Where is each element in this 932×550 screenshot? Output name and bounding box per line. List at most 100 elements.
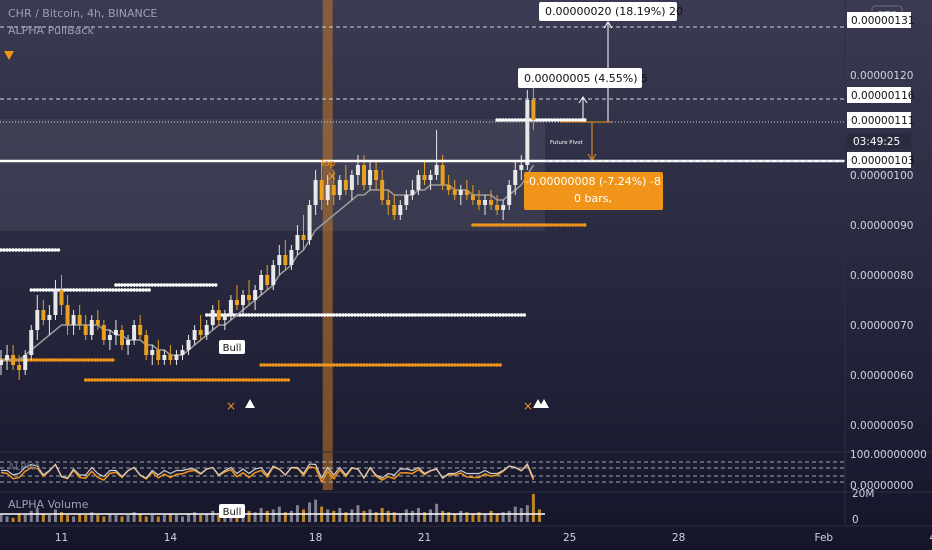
- candle[interactable]: [289, 250, 294, 265]
- candle[interactable]: [470, 195, 475, 200]
- candle[interactable]: [77, 315, 82, 325]
- candle[interactable]: [458, 190, 463, 195]
- candle[interactable]: [349, 175, 354, 190]
- candle[interactable]: [150, 350, 155, 355]
- candle[interactable]: [386, 200, 391, 205]
- candle[interactable]: [507, 185, 512, 205]
- candle[interactable]: [446, 185, 451, 190]
- time-axis[interactable]: 111418212528Feb48: [0, 525, 932, 544]
- candle[interactable]: [331, 185, 336, 195]
- candle[interactable]: [11, 355, 16, 365]
- level-dot: [507, 223, 511, 227]
- level-dot: [35, 288, 39, 292]
- candle[interactable]: [192, 330, 197, 340]
- candle[interactable]: [35, 310, 40, 330]
- candle[interactable]: [234, 300, 239, 305]
- candle[interactable]: [301, 235, 306, 240]
- candle[interactable]: [452, 190, 457, 195]
- candle[interactable]: [113, 330, 118, 335]
- candle[interactable]: [343, 180, 348, 190]
- volume-bar: [132, 512, 136, 522]
- candle[interactable]: [71, 315, 76, 325]
- candle[interactable]: [180, 350, 185, 355]
- candle[interactable]: [162, 355, 167, 360]
- price-axis[interactable]: 0.00000050 0.00000060 0.00000070 0.00000080…: [844, 0, 927, 526]
- candle[interactable]: [29, 330, 34, 355]
- candle[interactable]: [204, 325, 209, 335]
- candle[interactable]: [23, 355, 28, 370]
- candle[interactable]: [5, 355, 10, 360]
- candle[interactable]: [0, 360, 3, 365]
- candle[interactable]: [126, 340, 131, 345]
- candle[interactable]: [17, 365, 22, 370]
- candle[interactable]: [107, 335, 112, 340]
- candle[interactable]: [186, 340, 191, 350]
- candle[interactable]: [355, 165, 360, 175]
- candle[interactable]: [501, 205, 506, 210]
- candle[interactable]: [65, 305, 70, 325]
- candle[interactable]: [47, 315, 52, 320]
- candle[interactable]: [416, 175, 421, 190]
- candle[interactable]: [168, 355, 173, 360]
- candle[interactable]: [138, 325, 143, 335]
- volume-bar: [344, 512, 348, 522]
- candle[interactable]: [489, 200, 494, 205]
- candle[interactable]: [464, 190, 469, 195]
- candle[interactable]: [228, 300, 233, 315]
- candle[interactable]: [374, 170, 379, 180]
- candle[interactable]: [325, 185, 330, 200]
- candle[interactable]: [319, 180, 324, 200]
- candle[interactable]: [410, 190, 415, 195]
- candle[interactable]: [440, 165, 445, 185]
- candle[interactable]: [41, 310, 46, 320]
- candle[interactable]: [265, 275, 270, 285]
- candle[interactable]: [434, 165, 439, 175]
- candle[interactable]: [531, 100, 536, 120]
- candle[interactable]: [95, 320, 100, 325]
- candle[interactable]: [368, 170, 373, 185]
- candle[interactable]: [83, 325, 88, 335]
- candle[interactable]: [362, 165, 366, 185]
- candle[interactable]: [89, 320, 94, 335]
- candle[interactable]: [241, 295, 245, 305]
- candle[interactable]: [483, 200, 487, 205]
- candle[interactable]: [253, 290, 258, 300]
- candle[interactable]: [307, 205, 312, 240]
- candle[interactable]: [210, 310, 215, 325]
- candle[interactable]: [259, 275, 264, 290]
- level-dot: [383, 363, 387, 367]
- candle[interactable]: [392, 205, 397, 215]
- candle[interactable]: [247, 295, 252, 300]
- candle[interactable]: [380, 180, 385, 200]
- candle[interactable]: [120, 330, 124, 345]
- candle[interactable]: [313, 180, 318, 205]
- candle[interactable]: [53, 290, 58, 315]
- candle[interactable]: [519, 165, 524, 170]
- candle[interactable]: [174, 355, 179, 360]
- level-dot: [365, 363, 369, 367]
- candle[interactable]: [398, 205, 403, 215]
- candle[interactable]: [337, 180, 342, 195]
- candle[interactable]: [283, 255, 288, 265]
- candle[interactable]: [216, 310, 221, 320]
- candle[interactable]: [222, 315, 227, 320]
- level-dot: [68, 358, 73, 362]
- candle[interactable]: [132, 325, 137, 340]
- candle[interactable]: [198, 330, 203, 335]
- candle[interactable]: [156, 350, 161, 360]
- candle[interactable]: [144, 335, 149, 355]
- level-dot: [453, 313, 457, 317]
- candle[interactable]: [428, 175, 433, 180]
- candle[interactable]: [476, 200, 481, 205]
- candle[interactable]: [513, 170, 518, 185]
- candle[interactable]: [101, 325, 106, 340]
- candle[interactable]: [404, 195, 409, 205]
- candle[interactable]: [271, 265, 276, 285]
- candle[interactable]: [422, 175, 427, 180]
- candle[interactable]: [277, 255, 282, 265]
- candle[interactable]: [59, 290, 64, 305]
- candle[interactable]: [525, 100, 530, 165]
- candle[interactable]: [295, 235, 300, 250]
- candle[interactable]: [495, 205, 500, 210]
